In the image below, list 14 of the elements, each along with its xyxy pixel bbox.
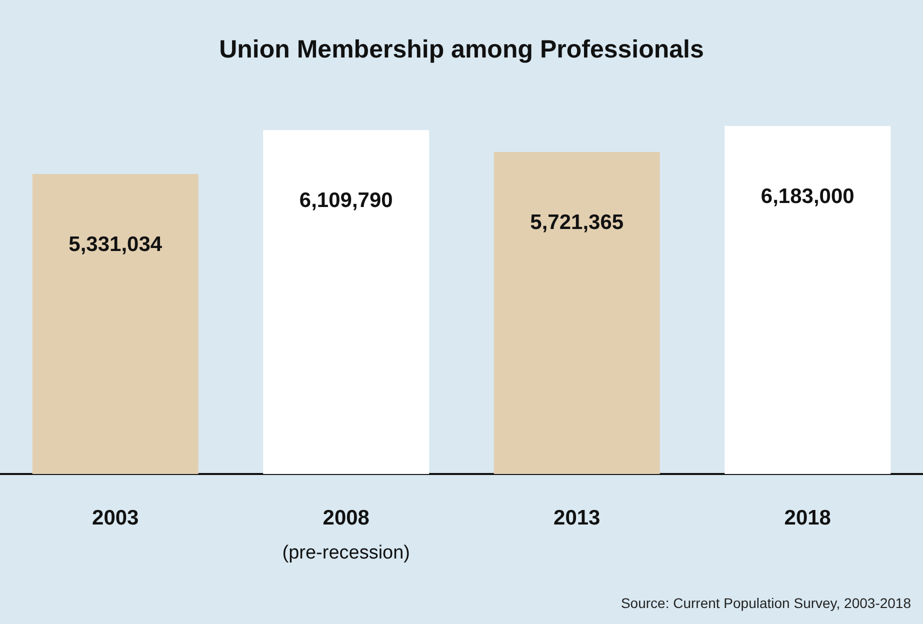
chart-title: Union Membership among Professionals: [219, 36, 704, 64]
data-label: 5,721,365: [530, 210, 624, 234]
data-label: 6,109,790: [299, 189, 393, 212]
bar: [724, 126, 891, 474]
bar: [263, 130, 430, 474]
bar: [494, 152, 660, 474]
data-label: 6,183,000: [760, 184, 854, 208]
source-note: Source: Current Population Survey, 2003-2018: [620, 595, 912, 611]
x-tick-label: 2003: [92, 506, 139, 530]
x-tick-label: 2018: [784, 506, 832, 530]
data-label: 5,331,034: [68, 232, 162, 256]
x-tick-label: 2013: [554, 506, 600, 530]
bar: [32, 174, 198, 474]
x-tick-label: 2008 (pre-recession): [282, 506, 410, 564]
